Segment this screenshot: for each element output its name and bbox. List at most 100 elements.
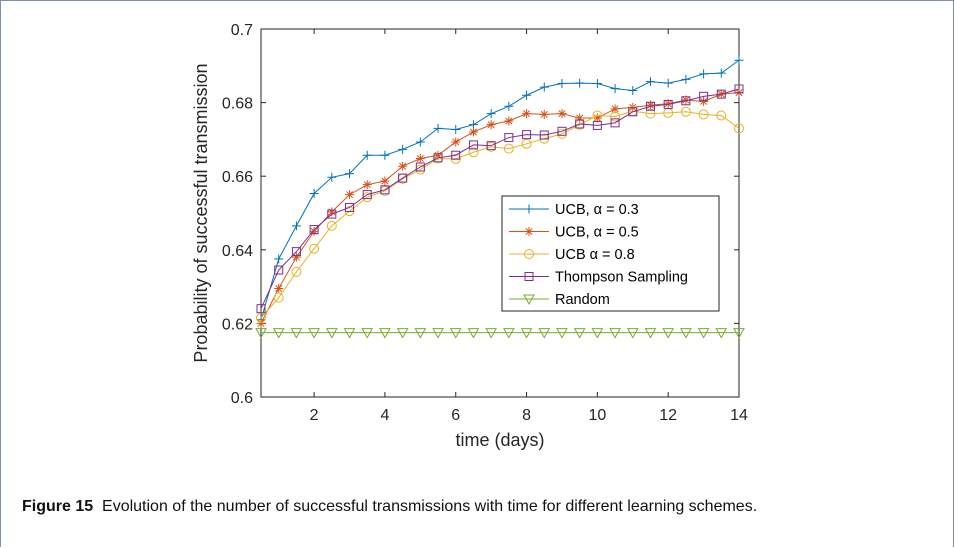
- data-point: [522, 109, 532, 119]
- data-point: [628, 85, 638, 95]
- data-point: [626, 328, 639, 339]
- data-point: [662, 328, 675, 339]
- data-point: [398, 161, 408, 171]
- data-point: [256, 312, 266, 323]
- data-point: [380, 185, 390, 195]
- data-point: [733, 328, 745, 339]
- data-point: [362, 150, 372, 160]
- data-point: [485, 328, 497, 339]
- data-point: [291, 221, 301, 231]
- data-point: [610, 84, 620, 94]
- data-point: [504, 133, 514, 143]
- data-point: [309, 226, 319, 236]
- line-chart: 2 4 6 8 10 12 14 0.6 0.62 0.64 0.66 0.68 0.7 UCB, α …: [191, 22, 748, 450]
- figure-caption-text: Evolution of the number of successful tr…: [102, 498, 758, 515]
- data-point: [468, 147, 479, 158]
- data-point: [291, 266, 302, 277]
- data-point: [539, 109, 549, 119]
- x-tick-label: 10: [588, 407, 606, 424]
- data-point: [415, 137, 425, 147]
- x-tick-label: 6: [451, 407, 460, 424]
- data-point: [610, 111, 621, 122]
- x-axis-label: time (days): [455, 430, 544, 450]
- legend-marker: [524, 204, 534, 214]
- data-point: [539, 130, 549, 140]
- y-tick-label: 0.64: [222, 243, 253, 260]
- data-point: [274, 265, 284, 275]
- data-point: [379, 328, 391, 339]
- data-point: [699, 69, 709, 79]
- data-point: [396, 328, 409, 339]
- data-point: [467, 328, 480, 339]
- legend-item: Random: [509, 292, 610, 308]
- x-tick-label: 4: [380, 407, 389, 424]
- legend-item: Thompson Sampling: [509, 270, 688, 286]
- y-tick-label: 0.66: [222, 169, 253, 186]
- data-point: [380, 150, 390, 160]
- chart-legend: UCB, α = 0.3 UCB, α = 0.5 UCB α = 0.8 Thomp…: [501, 195, 720, 312]
- data-point: [327, 209, 337, 219]
- data-point: [290, 328, 303, 339]
- data-point: [697, 328, 710, 339]
- data-point: [699, 91, 709, 101]
- data-point: [715, 328, 728, 339]
- data-point: [309, 243, 320, 254]
- series-line: [260, 92, 740, 324]
- data-point: [449, 328, 462, 339]
- legend-marker: [524, 249, 534, 259]
- data-point: [573, 328, 586, 339]
- data-point: [433, 123, 443, 133]
- data-point: [415, 162, 425, 172]
- data-point: [591, 328, 604, 339]
- legend-label: UCB α = 0.8: [555, 247, 635, 263]
- data-point: [291, 252, 301, 262]
- series-line: [260, 59, 740, 320]
- data-point: [343, 328, 356, 339]
- data-point: [556, 328, 568, 339]
- y-tick-label: 0.7: [231, 22, 253, 39]
- data-point: [575, 119, 585, 129]
- data-point: [628, 107, 638, 117]
- data-point: [255, 328, 267, 339]
- data-point: [504, 101, 514, 111]
- data-point: [734, 123, 744, 134]
- data-point: [414, 328, 427, 339]
- data-point: [734, 84, 744, 94]
- y-tick-label: 0.68: [222, 96, 253, 113]
- data-point: [557, 126, 567, 136]
- data-point: [610, 118, 620, 128]
- data-point: [522, 90, 532, 100]
- data-point: [432, 328, 444, 339]
- data-point: [644, 328, 657, 339]
- y-axis-label: Probability of successful transmission: [191, 63, 211, 362]
- legend-marker: [523, 294, 535, 306]
- series-4: [255, 328, 745, 339]
- data-point: [274, 283, 284, 293]
- data-point: [362, 190, 372, 200]
- data-point: [557, 78, 567, 88]
- data-point: [327, 207, 337, 217]
- data-point: [681, 95, 691, 105]
- data-point: [468, 140, 478, 150]
- data-point: [274, 254, 284, 264]
- data-point: [433, 153, 443, 163]
- x-tick-label: 2: [310, 407, 319, 424]
- data-point: [291, 247, 301, 257]
- data-point: [326, 220, 337, 231]
- data-point: [521, 138, 532, 149]
- data-point: [539, 82, 549, 92]
- data-point: [681, 74, 691, 84]
- data-point: [325, 328, 338, 339]
- data-point: [308, 328, 320, 339]
- legend-marker: [524, 272, 534, 281]
- y-tick-label: 0.62: [222, 316, 253, 333]
- data-point: [681, 96, 691, 106]
- data-point: [734, 55, 744, 65]
- figure-caption: Figure 15 Evolution of the number of suc…: [22, 496, 922, 517]
- data-point: [663, 99, 673, 109]
- figure-label: Figure 15: [22, 498, 94, 515]
- data-point: [680, 106, 691, 117]
- data-point: [503, 328, 515, 339]
- data-point: [592, 120, 602, 130]
- x-tick-label: 14: [730, 407, 748, 424]
